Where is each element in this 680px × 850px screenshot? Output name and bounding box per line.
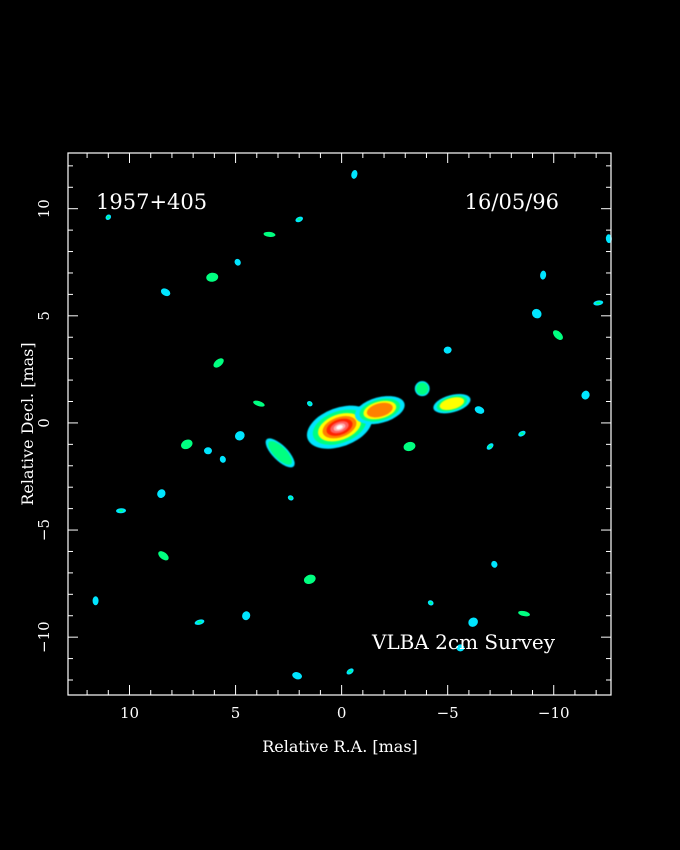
noise-spot-core [197, 621, 202, 624]
x-tick-label: 10 [120, 704, 139, 722]
y-tick-label: −5 [35, 519, 53, 541]
x-tick-label: −10 [538, 704, 570, 722]
source-contour [268, 441, 293, 465]
noise-spot [303, 574, 316, 585]
noise-spot [234, 431, 245, 441]
source-contour [336, 425, 343, 430]
noise-spot [213, 358, 224, 368]
noise-spot [474, 406, 485, 414]
y-tick-label: 5 [35, 311, 53, 321]
source-emission [265, 381, 471, 468]
noise-spot-core [596, 301, 601, 305]
noise-spot-core [520, 432, 524, 435]
noise-spot-core [256, 402, 262, 405]
noise-spot [605, 234, 612, 244]
noise-spot [581, 390, 590, 400]
noise-spot [540, 270, 547, 280]
noise-spot [468, 617, 478, 627]
y-axis-title: Relative Decl. [mas] [18, 342, 37, 505]
noise-spot-core [289, 496, 293, 500]
noise-spot-core [297, 218, 301, 221]
observation-date-label: 16/05/96 [465, 190, 559, 214]
noise-spot [531, 308, 542, 319]
noise-spot [219, 455, 226, 463]
y-tick-label: −10 [35, 621, 53, 653]
noise-spot [292, 672, 302, 680]
noise-spot-core [521, 612, 527, 615]
y-tick-label: 10 [35, 199, 53, 218]
source-contour [439, 397, 465, 411]
noise-spot-core [118, 509, 124, 512]
source-contour [366, 402, 393, 418]
noise-spot-core [429, 601, 433, 605]
noise-spot [456, 644, 465, 652]
noise-spot [92, 596, 99, 606]
noise-spot [158, 551, 169, 561]
noise-spot [203, 447, 212, 455]
noise-spot [553, 330, 563, 340]
x-tick-label: 5 [231, 704, 241, 722]
y-tick-label: 0 [35, 418, 53, 428]
noise-spot [181, 439, 193, 450]
x-tick-label: 0 [337, 704, 347, 722]
noise-spots [92, 169, 612, 680]
noise-spot-core [488, 445, 492, 448]
plot-frame [67, 152, 612, 696]
axis-ticks [68, 153, 611, 695]
noise-spot-core [266, 233, 273, 236]
noise-spot [351, 169, 358, 179]
noise-spot [443, 346, 452, 354]
noise-spot [491, 560, 498, 568]
noise-spot [157, 489, 166, 498]
noise-spot-core [348, 670, 352, 673]
noise-spot [206, 272, 219, 282]
axis-tick-labels: 10 5 0 −5 −10 10 5 0 −5 −10 [35, 199, 570, 722]
survey-label: VLBA 2cm Survey [371, 630, 556, 654]
noise-spot [242, 611, 251, 621]
noise-spot-core [106, 216, 110, 219]
noise-spot-core [308, 402, 312, 405]
noise-spot [160, 288, 171, 297]
x-tick-label: −5 [437, 704, 459, 722]
x-axis-title: Relative R.A. [mas] [262, 737, 418, 756]
noise-spot [403, 441, 416, 452]
noise-spot [234, 258, 241, 266]
source-contour [416, 382, 429, 395]
source-name-label: 1957+405 [96, 190, 207, 214]
